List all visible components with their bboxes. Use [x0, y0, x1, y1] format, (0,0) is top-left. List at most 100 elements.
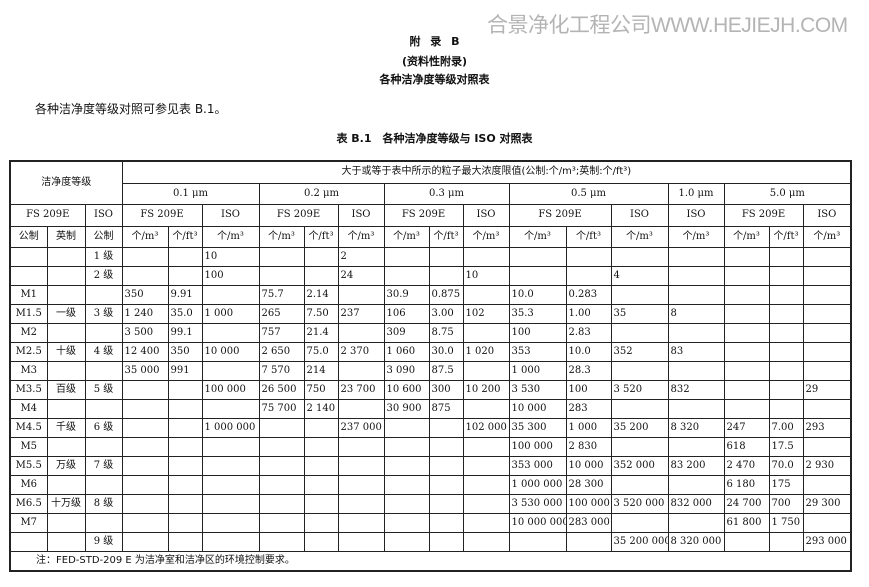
cell-value: 2 930 — [802, 455, 852, 476]
header-iso: ISO — [802, 203, 852, 227]
cell-fs-metric: M3.5 — [9, 379, 48, 400]
cell-value — [383, 455, 430, 476]
cell-value: 757 — [258, 322, 305, 343]
cell-value — [337, 436, 385, 457]
cell-value — [428, 246, 464, 267]
cell-value: 35.3 — [508, 303, 567, 324]
cell-value — [167, 493, 203, 514]
cell-value: 26 500 — [258, 379, 305, 400]
header-size-5-0: 5.0 μm — [723, 182, 852, 205]
cell-iso-class: 9 级 — [84, 531, 123, 552]
cell-fs-imperial — [46, 360, 86, 381]
cell-value — [383, 246, 430, 267]
cell-value: 8 320 000 — [667, 531, 725, 552]
cell-fs-imperial: 十万级 — [46, 493, 86, 514]
cell-value — [258, 417, 305, 438]
appendix-title: 附 录 B — [409, 35, 460, 48]
header-fs: FS 209E — [383, 203, 464, 227]
header-size-0-1: 0.1 μm — [121, 182, 260, 205]
cell-value: 175 — [768, 474, 804, 495]
cell-value: 352 000 — [610, 455, 669, 476]
cleanliness-comparison-table: 洁净度等级 大于或等于表中所示的粒子最大浓度限值(公制:个/m³;英制:个/ft… — [9, 160, 853, 572]
cell-value — [667, 265, 725, 286]
header-unit-per-m3: 个/m³ — [383, 225, 430, 248]
header-iso: ISO — [84, 203, 123, 227]
cell-value — [768, 246, 804, 267]
cell-iso-class: 6 级 — [84, 417, 123, 438]
cell-value — [167, 512, 203, 533]
cell-value: 30.9 — [383, 284, 430, 305]
cell-value — [768, 265, 804, 286]
cell-value: 61 800 — [723, 512, 770, 533]
cell-value — [383, 265, 430, 286]
cell-value — [723, 303, 770, 324]
cell-value — [565, 246, 612, 267]
header-size-0-3: 0.3 μm — [383, 182, 510, 205]
cell-value — [167, 379, 203, 400]
cell-value — [768, 379, 804, 400]
table-note: 注：FED-STD-209 E 为洁净室和洁净区的环境控制要求。 — [9, 550, 852, 571]
cell-value — [383, 436, 430, 457]
cell-value: 300 — [428, 379, 464, 400]
cell-value — [723, 531, 770, 552]
cell-value — [802, 284, 852, 305]
cell-value: 237 — [337, 303, 385, 324]
cell-value: 353 — [508, 341, 567, 362]
header-iso: ISO — [337, 203, 385, 227]
cell-value — [121, 474, 169, 495]
cell-value: 350 — [167, 341, 203, 362]
cell-fs-metric: M7 — [9, 512, 48, 533]
header-unit-per-ft3: 个/ft³ — [303, 225, 339, 248]
cell-value — [802, 246, 852, 267]
cell-value — [768, 322, 804, 343]
cell-value: 35 300 — [508, 417, 567, 438]
header-unit-per-m3: 个/m³ — [802, 225, 852, 248]
cell-value — [428, 265, 464, 286]
cell-value: 75.7 — [258, 284, 305, 305]
cell-value: 100 — [565, 379, 612, 400]
cell-value — [383, 417, 430, 438]
cell-iso-class — [84, 284, 123, 305]
table-row: M5 100 000 2 830 618 17.5 — [9, 436, 852, 457]
cell-value — [201, 474, 260, 495]
cell-value — [667, 436, 725, 457]
cell-value — [337, 360, 385, 381]
cell-value — [462, 531, 510, 552]
header-size-0-2: 0.2 μm — [258, 182, 385, 205]
cell-iso-class — [84, 436, 123, 457]
cell-value: 1 000 — [565, 417, 612, 438]
cell-value: 10 — [462, 265, 510, 286]
cell-value — [201, 531, 260, 552]
cell-value — [121, 455, 169, 476]
cell-value — [337, 455, 385, 476]
cell-value: 2 830 — [565, 436, 612, 457]
cell-value — [667, 322, 725, 343]
cell-value — [167, 265, 203, 286]
cell-value: 237 000 — [337, 417, 385, 438]
cell-value: 875 — [428, 398, 464, 419]
header-fs: FS 209E — [9, 203, 86, 227]
cell-value — [723, 265, 770, 286]
cell-value — [383, 493, 430, 514]
cell-value — [802, 512, 852, 533]
table-row: M6.5 十万级 8 级 3 530 000 100 000 3 520 000 832 0… — [9, 493, 852, 514]
cell-value — [121, 417, 169, 438]
cell-value: 352 — [610, 341, 669, 362]
header-limit-title: 大于或等于表中所示的粒子最大浓度限值(公制:个/m³;英制:个/ft³) — [121, 160, 852, 184]
cell-value — [667, 284, 725, 305]
cell-value — [303, 474, 339, 495]
cell-iso-class: 3 级 — [84, 303, 123, 324]
cell-value: 10.0 — [565, 341, 612, 362]
cell-value — [167, 436, 203, 457]
cell-value: 28.3 — [565, 360, 612, 381]
cell-value: 1 000 — [201, 303, 260, 324]
cell-value: 10 000 — [565, 455, 612, 476]
cell-value — [667, 474, 725, 495]
cell-value — [167, 474, 203, 495]
cell-value — [610, 360, 669, 381]
cell-value — [462, 436, 510, 457]
table-row: M3.5 百级 5 级 100 000 26 500 750 23 700 10 600 300… — [9, 379, 852, 400]
cell-value — [723, 341, 770, 362]
cell-value: 23 700 — [337, 379, 385, 400]
cell-fs-metric: M2 — [9, 322, 48, 343]
